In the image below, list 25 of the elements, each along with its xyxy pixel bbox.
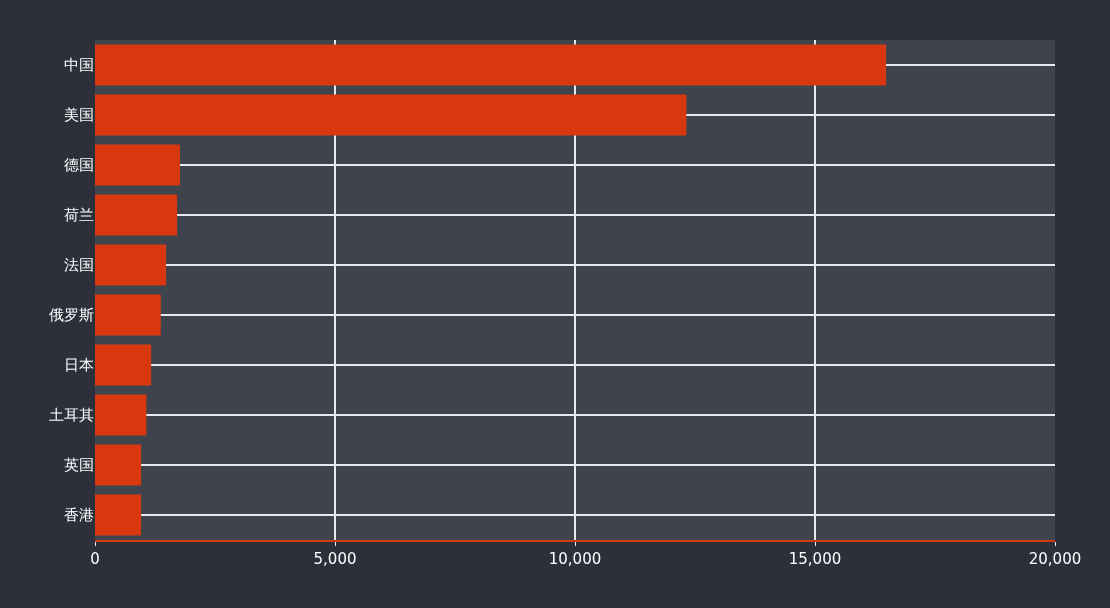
x-tick-label: 10,000 bbox=[548, 550, 602, 568]
y-tick-label: 美国 bbox=[64, 106, 94, 125]
bar bbox=[95, 94, 687, 136]
y-tick-label: 俄罗斯 bbox=[49, 306, 94, 325]
x-tick-label: 15,000 bbox=[788, 550, 842, 568]
x-tick-label: 0 bbox=[90, 550, 100, 568]
y-tick-label: 日本 bbox=[64, 356, 94, 375]
x-tick-label: 20,000 bbox=[1028, 550, 1082, 568]
bar bbox=[95, 444, 142, 486]
bar bbox=[95, 144, 180, 186]
x-tick-label: 5,000 bbox=[313, 550, 357, 568]
bar bbox=[95, 394, 147, 436]
y-tick-label: 英国 bbox=[64, 456, 94, 475]
bar bbox=[95, 494, 142, 536]
y-tick-label: 中国 bbox=[64, 56, 94, 75]
bar bbox=[95, 244, 167, 286]
bar bbox=[95, 194, 178, 236]
y-tick-label: 德国 bbox=[64, 156, 94, 175]
bar bbox=[95, 44, 887, 86]
y-tick-label: 荷兰 bbox=[64, 206, 94, 225]
bar bbox=[95, 294, 161, 336]
bar bbox=[95, 344, 152, 386]
y-tick-label: 香港 bbox=[64, 506, 94, 525]
y-tick-label: 法国 bbox=[64, 256, 94, 275]
y-tick-label: 土耳其 bbox=[49, 406, 94, 425]
